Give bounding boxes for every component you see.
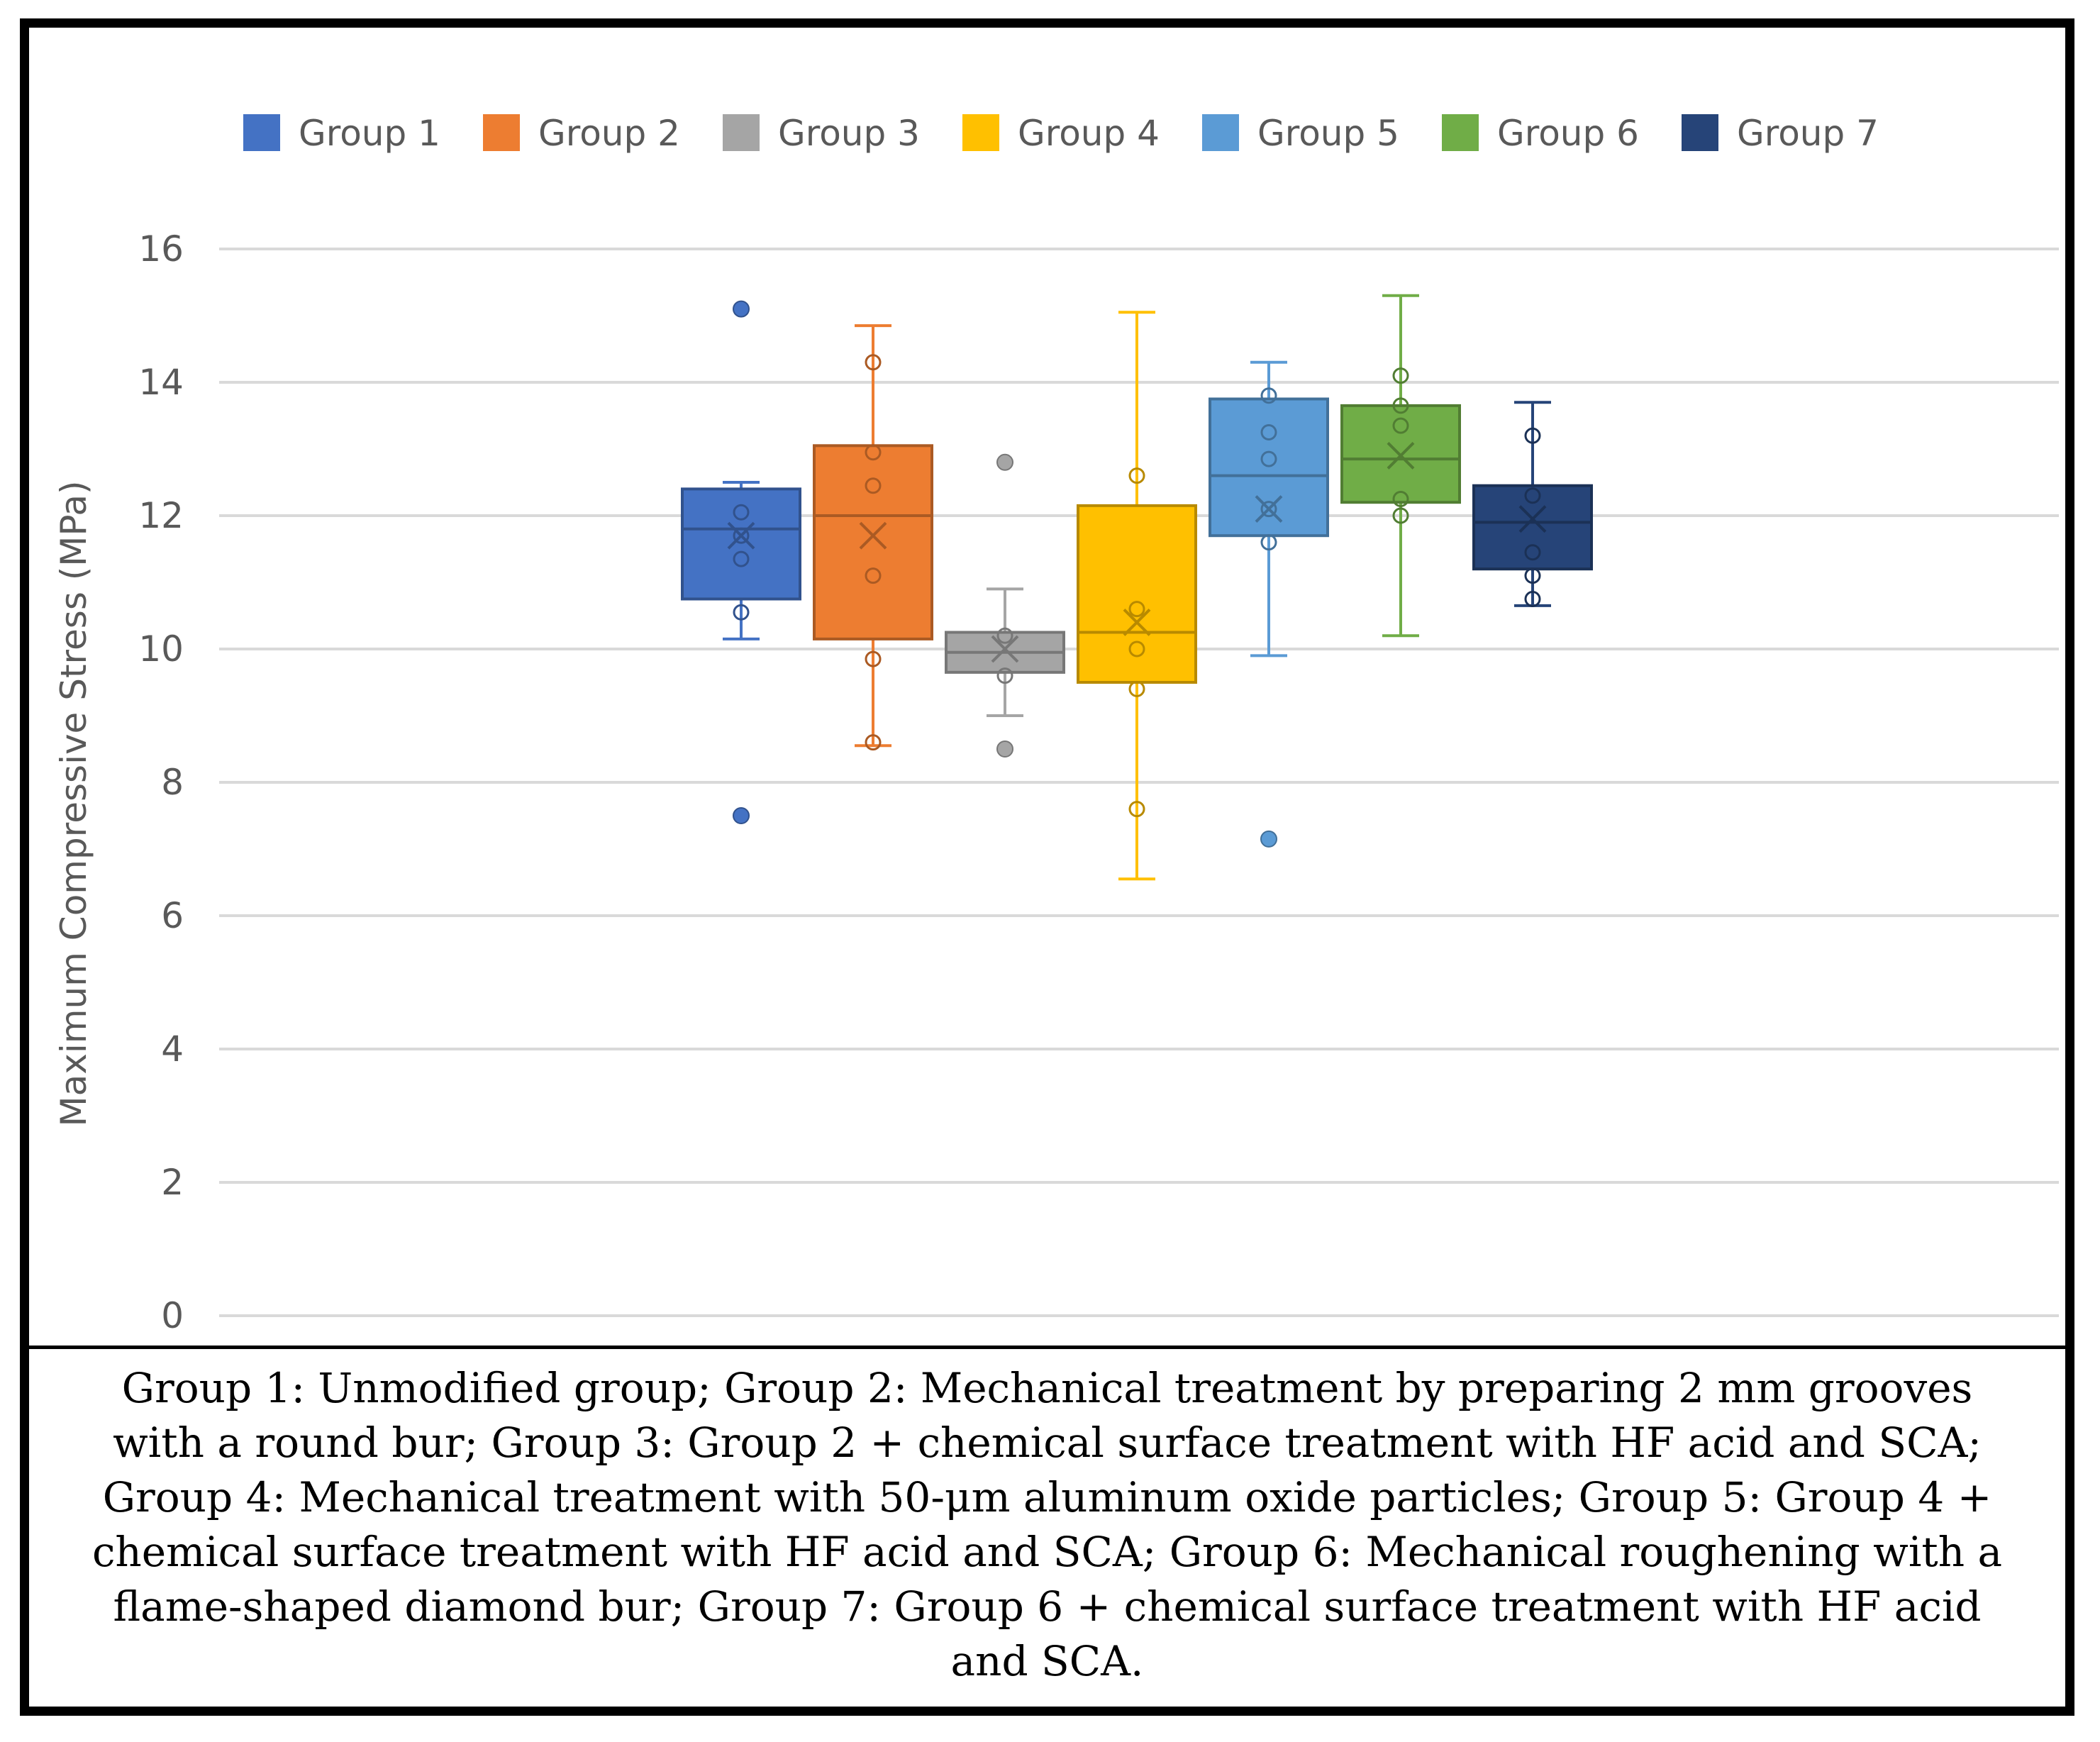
legend-label: Group 4 — [1018, 113, 1160, 154]
caption-divider — [29, 1346, 2065, 1349]
legend-swatch — [1442, 114, 1479, 151]
data-point — [1392, 417, 1409, 434]
box-group — [813, 324, 933, 751]
box-group — [1472, 401, 1593, 607]
data-point — [1524, 567, 1541, 584]
legend-swatch — [1202, 114, 1239, 151]
outlier-point — [733, 807, 750, 824]
data-point — [1392, 491, 1409, 507]
data-point — [865, 477, 882, 494]
data-point — [996, 667, 1013, 684]
y-tick-label: 0 — [161, 1295, 184, 1336]
y-tick-label: 8 — [161, 762, 184, 803]
data-point — [865, 354, 882, 371]
chart-legend: Group 1 Group 2 Group 3 Group 4 Group 5 Group… — [243, 113, 1879, 154]
mean-marker — [1123, 608, 1151, 636]
mean-marker — [1387, 441, 1415, 470]
data-point — [1392, 397, 1409, 414]
data-point — [1524, 544, 1541, 561]
outlier-point — [733, 300, 750, 318]
legend-label: Group 5 — [1257, 113, 1399, 154]
data-point — [1392, 507, 1409, 524]
legend-swatch — [483, 114, 520, 151]
y-axis-ticks: 0 2 4 6 8 10 12 14 16 — [138, 228, 184, 1336]
outlier-point — [996, 453, 1013, 471]
data-point — [1128, 680, 1145, 697]
figure-frame: Group 1 Group 2 Group 3 Group 4 Group 5 Group… — [20, 18, 2074, 1716]
data-point — [733, 527, 750, 544]
box-group — [945, 453, 1065, 758]
data-point — [1128, 801, 1145, 818]
y-tick-label: 4 — [161, 1028, 184, 1070]
mean-marker — [1518, 505, 1547, 533]
data-point — [1128, 640, 1145, 658]
legend-swatch — [243, 114, 280, 151]
mean-marker — [1255, 495, 1283, 523]
data-point — [865, 650, 882, 667]
y-tick-label: 14 — [138, 362, 184, 403]
data-point — [1260, 501, 1277, 518]
box-iqr — [1472, 484, 1593, 571]
mean-marker — [727, 521, 755, 550]
box-series — [681, 294, 1593, 881]
chart-gridlines — [219, 248, 2059, 1317]
data-point — [865, 734, 882, 751]
box-iqr — [1209, 397, 1329, 538]
box-plot-chart: Group 1 Group 2 Group 3 Group 4 Group 5 Group… — [53, 113, 2059, 1336]
data-point — [1524, 427, 1541, 444]
legend-label: Group 6 — [1497, 113, 1639, 154]
box-group — [1340, 294, 1461, 638]
box-group — [1209, 360, 1329, 848]
box-group — [1077, 311, 1197, 881]
mean-marker — [859, 521, 887, 550]
mean-marker — [991, 635, 1019, 663]
data-point — [1260, 424, 1277, 440]
data-point — [733, 504, 750, 521]
data-point — [865, 567, 882, 584]
legend-swatch — [962, 114, 999, 151]
y-axis-label: Maximum Compressive Stress (MPa) — [53, 481, 94, 1127]
data-point — [1524, 591, 1541, 607]
y-tick-label: 2 — [161, 1162, 184, 1203]
legend-swatch — [1682, 114, 1718, 151]
box-iqr — [1077, 504, 1197, 684]
data-point — [1260, 387, 1277, 404]
box-iqr — [813, 444, 933, 640]
y-tick-label: 12 — [138, 495, 184, 536]
legend-label: Group 1 — [299, 113, 440, 154]
data-point — [1524, 487, 1541, 504]
data-point — [733, 550, 750, 567]
data-point — [996, 627, 1013, 644]
data-point — [1260, 450, 1277, 467]
legend-swatch — [723, 114, 760, 151]
y-tick-label: 16 — [138, 228, 184, 270]
data-point — [1128, 601, 1145, 618]
figure-caption: Group 1: Unmodified group; Group 2: Mech… — [72, 1358, 2023, 1692]
data-point — [1128, 467, 1145, 484]
legend-label: Group 7 — [1737, 113, 1879, 154]
data-point — [1392, 367, 1409, 384]
data-point — [1260, 534, 1277, 551]
data-point — [865, 444, 882, 461]
y-tick-label: 10 — [138, 628, 184, 670]
legend-label: Group 2 — [538, 113, 680, 154]
caption-text: Group 1: Unmodified group; Group 2: Mech… — [91, 1364, 2003, 1685]
data-point — [733, 604, 750, 621]
legend-label: Group 3 — [778, 113, 920, 154]
box-group — [681, 300, 801, 824]
box-iqr — [681, 487, 801, 601]
y-tick-label: 6 — [161, 895, 184, 936]
outlier-point — [1260, 830, 1277, 848]
outlier-point — [996, 740, 1013, 758]
